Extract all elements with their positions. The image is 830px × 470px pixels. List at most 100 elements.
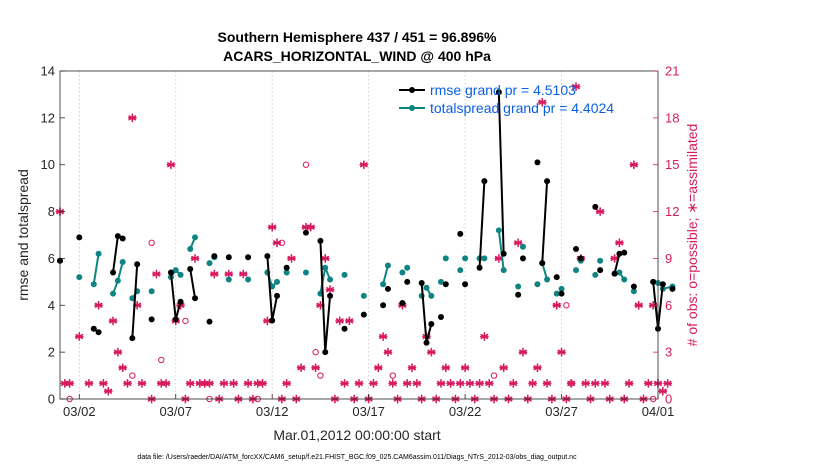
obs-assimilated-marker bbox=[306, 222, 316, 232]
y-axis-left: 0 2 4 6 8 10 12 14 bbox=[41, 64, 65, 407]
legend-rmse-marker bbox=[409, 87, 415, 93]
rmse-point bbox=[76, 234, 83, 241]
obs-assimilated-marker bbox=[615, 238, 624, 248]
rmse-point bbox=[597, 267, 604, 274]
rmse-point bbox=[442, 281, 449, 288]
obs-assimilated-marker bbox=[238, 269, 248, 279]
x-tick-label: 03/17 bbox=[352, 404, 385, 419]
spread-point bbox=[172, 267, 179, 274]
rmse-point bbox=[481, 178, 488, 185]
rmse-point bbox=[558, 290, 565, 297]
rmse-point bbox=[519, 255, 526, 262]
obs-assimilated-marker bbox=[243, 378, 253, 388]
y-right-tick-label: 12 bbox=[665, 204, 679, 219]
obs-assimilated-marker bbox=[402, 378, 412, 388]
obs-assimilated-marker bbox=[388, 378, 398, 388]
obs-possible-marker bbox=[182, 317, 189, 325]
rmse-point bbox=[630, 283, 637, 290]
rmse-point bbox=[327, 292, 334, 299]
rmse-point bbox=[283, 264, 290, 271]
rmse-point bbox=[592, 203, 599, 210]
obs-possible-marker bbox=[567, 380, 575, 387]
obs-assimilated-marker bbox=[84, 378, 94, 388]
rmse-point bbox=[211, 253, 218, 260]
x-axis-label: Mar.01,2012 00:00:00 start bbox=[273, 427, 440, 443]
obs-assimilated-marker bbox=[65, 378, 75, 388]
obs-assimilated-marker bbox=[479, 332, 489, 341]
rmse-point bbox=[110, 269, 117, 276]
x-tick-label: 03/02 bbox=[63, 404, 96, 419]
rmse-point bbox=[172, 316, 179, 323]
rmse-point bbox=[544, 178, 551, 185]
y-right-tick-label: 15 bbox=[665, 157, 679, 172]
obs-assimilated-marker bbox=[185, 378, 195, 388]
obs-assimilated-marker bbox=[108, 316, 118, 326]
obs-assimilated-marker bbox=[137, 378, 147, 388]
y-axis-label: rmse and totalspread bbox=[15, 169, 31, 301]
obs-assimilated-marker bbox=[282, 378, 292, 388]
spread-point bbox=[274, 278, 281, 285]
rmse-point bbox=[302, 229, 309, 236]
obs-assimilated-marker bbox=[378, 332, 388, 341]
rmse-point bbox=[428, 321, 435, 328]
obs-assimilated-marker bbox=[441, 363, 451, 373]
obs-assimilated-marker bbox=[99, 378, 108, 388]
obs-assimilated-marker bbox=[436, 378, 446, 388]
spread-point bbox=[621, 276, 628, 283]
rmse-point bbox=[659, 281, 666, 288]
spread-point bbox=[404, 264, 411, 271]
obs-assimilated-marker bbox=[533, 363, 542, 373]
rmse-point bbox=[669, 285, 676, 292]
spread-point bbox=[519, 243, 526, 250]
rmse-line bbox=[131, 264, 139, 339]
spread-line bbox=[497, 230, 505, 271]
y-tick-label: 14 bbox=[41, 64, 55, 79]
spread-point bbox=[187, 246, 194, 253]
rmse-point bbox=[476, 264, 483, 271]
obs-assimilated-marker bbox=[600, 378, 610, 388]
y-axis-right: 0 3 6 9 12 15 18 21 bbox=[653, 64, 679, 407]
obs-assimilated-marker bbox=[219, 378, 229, 388]
spread-point bbox=[428, 292, 435, 299]
rmse-point bbox=[317, 237, 324, 244]
spread-point bbox=[462, 255, 469, 262]
obs-assimilated-marker bbox=[460, 363, 470, 373]
y-right-tick-label: 6 bbox=[665, 298, 672, 313]
rmse-point bbox=[129, 335, 136, 342]
y-axis-right-label: # of obs: o=possible; ∗=assimilated bbox=[684, 124, 700, 347]
obs-assimilated-marker bbox=[161, 378, 171, 388]
rmse-point bbox=[577, 255, 584, 262]
obs-assimilated-marker bbox=[113, 347, 123, 357]
spread-point bbox=[500, 267, 507, 274]
legend: rmse grand pr = 4.5103 totalspread grand… bbox=[399, 82, 614, 116]
obs-assimilated-marker bbox=[118, 363, 128, 373]
x-tick-label: 03/12 bbox=[256, 404, 289, 419]
spread-point bbox=[457, 267, 464, 274]
y-tick-label: 6 bbox=[48, 251, 55, 266]
obs-assimilated-marker bbox=[465, 378, 475, 388]
rmse-point bbox=[534, 159, 541, 166]
spread-line bbox=[92, 253, 100, 285]
spread-point bbox=[384, 262, 391, 269]
obs-assimilated-marker bbox=[369, 378, 378, 388]
rmse-point bbox=[650, 278, 657, 285]
obs-assimilated-marker bbox=[528, 378, 538, 388]
spread-point bbox=[423, 284, 430, 291]
obs-possible-marker bbox=[302, 161, 310, 168]
obs-assimilated-marker bbox=[373, 363, 383, 373]
spread-point bbox=[192, 234, 199, 241]
obs-assimilated-marker bbox=[595, 207, 605, 216]
rmse-point bbox=[269, 317, 276, 324]
rmse-point bbox=[192, 295, 199, 302]
x-tick-label: 03/07 bbox=[159, 404, 192, 419]
rmse-line bbox=[541, 181, 549, 264]
obs-assimilated-marker bbox=[311, 363, 320, 373]
rmse-point bbox=[148, 316, 155, 323]
rmse-point bbox=[245, 254, 252, 261]
spread-point bbox=[437, 278, 444, 285]
spread-point bbox=[616, 269, 623, 276]
rmse-point bbox=[500, 250, 507, 257]
obs-possible-marker bbox=[158, 356, 165, 364]
obs-assimilated-marker bbox=[190, 254, 200, 263]
rmse-point bbox=[573, 246, 580, 253]
